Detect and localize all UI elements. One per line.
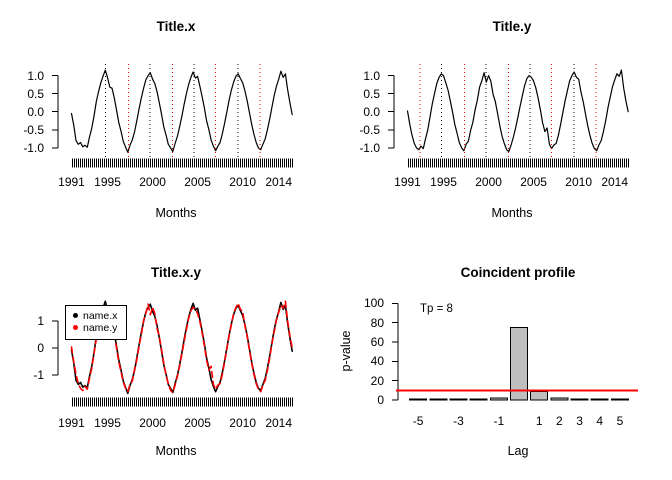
x-tick-label: 2005 (520, 175, 547, 189)
bar-lag--1 (489, 397, 508, 401)
panel3-xaxis-label: Months (155, 444, 197, 458)
y-tick-label: -0.5 (359, 122, 380, 137)
bar-lag--2 (469, 398, 488, 401)
panel1-xaxis-label: Months (155, 206, 197, 220)
panel3-title: Title.x.y (150, 265, 202, 280)
x-tick-label: 2 (556, 414, 563, 428)
legend-label-y: name.y (83, 322, 118, 334)
panel2-xaxis-label: Months (491, 206, 533, 220)
panel4-title: Coincident profile (460, 265, 576, 280)
x-tick-label: 2000 (139, 416, 166, 430)
x-tick-label: 2005 (184, 416, 211, 430)
x-tick-label: 1991 (58, 416, 85, 430)
y-tick-label: 1.0 (27, 68, 44, 83)
y-tick-label: 40 (370, 354, 384, 369)
x-tick-label: 1995 (94, 175, 121, 189)
series-line (70, 69, 293, 153)
y-tick-label: 0.0 (363, 104, 380, 119)
legend-item-name-x: name.x (66, 310, 126, 322)
panel2-title: Title.y (492, 19, 532, 34)
bar-lag-0 (510, 327, 528, 401)
bar-lag-2 (550, 397, 569, 401)
y-tick-label: 80 (370, 315, 384, 330)
y-tick-label: 60 (370, 334, 384, 349)
bar-lag-3 (570, 398, 589, 401)
y-tick-label: -0.5 (23, 122, 44, 137)
bar-lag--4 (429, 398, 448, 401)
y-tick-label: 0.5 (27, 86, 44, 101)
y-tick-label: -1.0 (23, 140, 44, 155)
x-tick-label: -5 (412, 414, 424, 428)
tp-annotation: Tp = 8 (420, 303, 453, 315)
x-tick-label: 3 (576, 414, 583, 428)
y-tick-label: 0 (377, 393, 384, 407)
x-tick-label: 2000 (139, 175, 166, 189)
x-tick-label: -1 (493, 414, 505, 428)
y-tick-label: 20 (370, 373, 384, 388)
y-tick-label: 0.5 (363, 86, 380, 101)
series-line (406, 69, 629, 153)
x-tick-label: 2014 (265, 175, 293, 189)
legend-label-x: name.x (83, 310, 118, 322)
x-tick-label: 2014 (601, 175, 629, 189)
bar-lag--5 (409, 398, 428, 401)
bar-lag-1 (530, 390, 549, 401)
x-tick-label: 2005 (184, 175, 211, 189)
x-tick-label: 2014 (265, 416, 293, 430)
rug-axis (72, 158, 293, 168)
x-tick-label: 1991 (58, 175, 85, 189)
x-tick-label: 2000 (475, 175, 502, 189)
rug-axis (72, 397, 293, 407)
bar-lag-5 (610, 398, 629, 401)
x-tick-label: 2010 (229, 175, 256, 189)
legend-marker-x-icon (73, 312, 78, 318)
y-tick-label: 1.0 (363, 68, 380, 83)
x-tick-label: 1 (535, 414, 543, 428)
rug-axis (408, 158, 629, 168)
bar-lag--3 (449, 398, 468, 401)
x-tick-label: 1995 (430, 175, 457, 189)
legend-item-name-y: name.y (66, 322, 126, 334)
panel4-xaxis-label: Lag (507, 444, 529, 458)
x-tick-label: 2010 (229, 416, 256, 430)
x-tick-label: -3 (453, 414, 464, 428)
y-tick-label: -1 (33, 367, 44, 382)
y-tick-label: 0 (37, 340, 44, 355)
x-tick-label: 1995 (94, 416, 121, 430)
x-tick-label: 5 (616, 414, 624, 428)
y-tick-label: 100 (363, 296, 384, 311)
bar-lag-4 (590, 398, 609, 401)
panel1-title: Title.x (156, 19, 196, 34)
legend-marker-y-icon (73, 324, 78, 330)
y-tick-label: 0.0 (27, 104, 44, 119)
x-tick-label: 4 (596, 414, 604, 428)
x-tick-label: 1991 (394, 175, 421, 189)
x-tick-label: 2010 (565, 175, 592, 189)
y-tick-label: 1 (37, 313, 44, 328)
legend: name.x name.y (65, 305, 127, 340)
y-tick-label: -1.0 (359, 140, 380, 155)
